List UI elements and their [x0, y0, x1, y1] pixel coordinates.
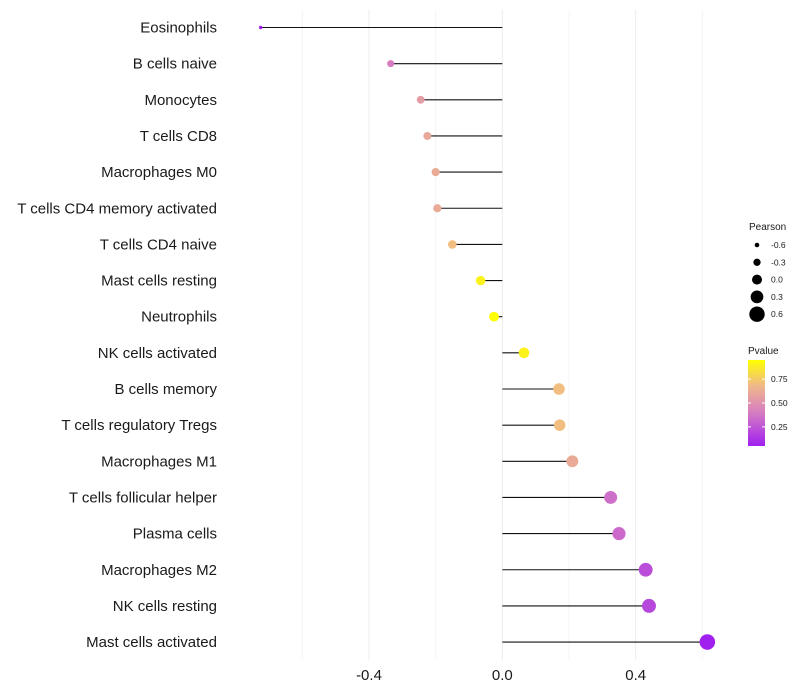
- lollipop-dot: [642, 598, 656, 613]
- size-legend-dot: [750, 290, 764, 304]
- lollipop-dot: [699, 634, 716, 650]
- lollipop-dot: [258, 25, 263, 30]
- size-legend-dot: [749, 306, 765, 322]
- x-tick-label: -0.4: [356, 667, 382, 684]
- category-label: Mast cells resting: [101, 273, 217, 290]
- lollipop-dot: [433, 204, 442, 213]
- lollipop-dots: [258, 25, 716, 650]
- category-label: Plasma cells: [133, 526, 217, 543]
- color-legend: Pvalue 0.75 0.50 0.25: [748, 346, 788, 446]
- colorbar-tick-label: 0.50: [771, 398, 788, 408]
- lollipop-dot: [431, 168, 440, 177]
- colorbar-tick-label: 0.75: [771, 374, 788, 384]
- x-tick-label: 0.0: [492, 667, 513, 684]
- category-label: Macrophages M0: [101, 164, 217, 181]
- lollipop-dot: [604, 490, 618, 504]
- color-legend-title: Pvalue: [748, 346, 779, 357]
- size-legend-dot: [754, 242, 760, 248]
- category-label: T cells regulatory Tregs: [61, 417, 217, 434]
- size-legend-label: -0.6: [771, 240, 786, 250]
- size-legend-label: 0.3: [771, 292, 783, 302]
- category-label: Macrophages M1: [101, 453, 217, 470]
- size-legend-label: -0.3: [771, 257, 786, 267]
- x-axis-ticks: -0.4 0.0 0.4: [356, 667, 646, 684]
- size-legend-title: Pearson: [749, 222, 786, 233]
- size-legend: Pearson -0.6 -0.3 0.0 0.3 0.6: [749, 222, 786, 322]
- category-labels: Eosinophils B cells naive Monocytes T cells…: [17, 20, 217, 652]
- category-label: Neutrophils: [141, 309, 217, 326]
- colorbar-tick-label: 0.25: [771, 422, 788, 432]
- category-label: Macrophages M2: [101, 562, 217, 579]
- lollipop-dot: [475, 275, 486, 286]
- pvalue-colorbar: [748, 360, 765, 446]
- category-label: Eosinophils: [140, 20, 217, 37]
- category-label: T cells follicular helper: [69, 489, 217, 506]
- x-tick-label: 0.4: [625, 667, 646, 684]
- category-label: T cells CD4 naive: [100, 236, 217, 253]
- size-legend-label: 0.6: [771, 309, 783, 319]
- lollipop-dot: [448, 240, 457, 249]
- lollipop-dot: [416, 95, 425, 104]
- category-label: T cells CD8: [140, 128, 217, 145]
- category-label: Mast cells activated: [86, 634, 217, 651]
- lollipop-dot: [638, 562, 653, 577]
- category-label: NK cells resting: [113, 598, 217, 615]
- lollipop-dot: [553, 383, 565, 395]
- category-label: B cells memory: [114, 381, 217, 398]
- category-label: Monocytes: [144, 92, 217, 109]
- lollipop-dot: [423, 131, 432, 140]
- size-legend-label: 0.0: [771, 275, 783, 285]
- lollipop-dot: [566, 455, 579, 468]
- lollipop-dot: [612, 527, 626, 541]
- category-label: T cells CD4 memory activated: [17, 200, 217, 217]
- lollipop-stems: [260, 26, 708, 643]
- size-legend-dot: [753, 258, 761, 266]
- lollipop-dot: [489, 311, 499, 322]
- lollipop-dot: [518, 347, 530, 359]
- lollipop-dot: [553, 419, 566, 431]
- lollipop-dot: [387, 60, 395, 68]
- category-label: B cells naive: [133, 56, 217, 73]
- size-legend-dot: [752, 274, 762, 285]
- gridlines: [301, 10, 703, 660]
- category-label: NK cells activated: [98, 345, 217, 362]
